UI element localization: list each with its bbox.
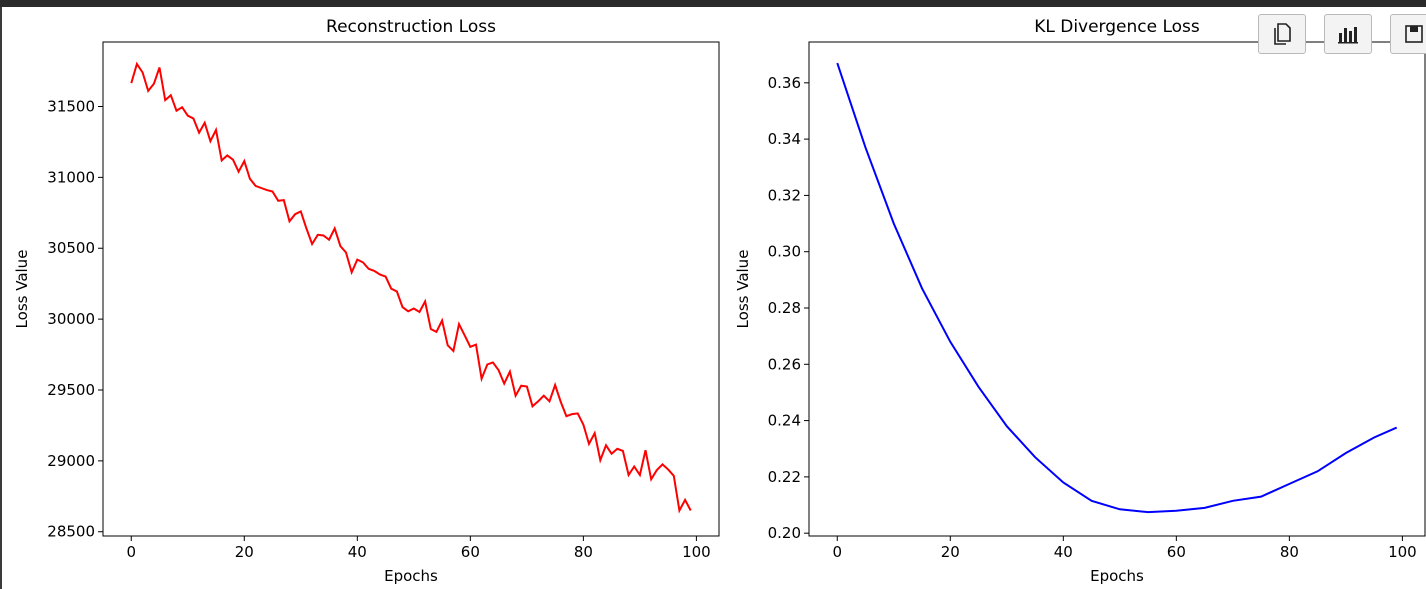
bar-chart-icon <box>1338 27 1358 44</box>
kl-y-tick-label: 0.28 <box>768 299 801 317</box>
reconstruction-x-tick-label: 40 <box>348 543 367 561</box>
reconstruction-y-tick-label: 31500 <box>47 97 95 115</box>
reconstruction-x-tick-label: 100 <box>682 543 711 561</box>
copy-button[interactable] <box>1258 14 1306 54</box>
chart-view-button[interactable] <box>1324 14 1372 54</box>
reconstruction-loss-subplot: Reconstruction Loss Epochs Loss Value 0 2… <box>13 17 720 585</box>
kl-divergence-subplot: KL Divergence Loss Epochs Loss Value 0 20… <box>734 17 1426 585</box>
reconstruction-ylabel: Loss Value <box>13 250 31 329</box>
reconstruction-y-tick-label: 29500 <box>47 381 95 399</box>
reconstruction-y-ticks: 28500 29000 29500 30000 30500 31000 31500 <box>47 97 103 541</box>
kl-y-tick-label: 0.24 <box>768 412 801 430</box>
kl-x-tick-label: 60 <box>1167 543 1186 561</box>
kl-x-ticks: 0 20 40 60 80 100 <box>832 536 1417 561</box>
reconstruction-y-tick-label: 28500 <box>47 523 95 541</box>
kl-title: KL Divergence Loss <box>1034 17 1200 37</box>
kl-y-ticks: 0.20 0.22 0.24 0.26 0.28 0.30 0.32 0.34 0.36 <box>768 74 809 542</box>
save-icon <box>1405 25 1423 43</box>
save-button[interactable] <box>1390 14 1426 54</box>
reconstruction-x-tick-label: 0 <box>126 543 136 561</box>
copy-icon <box>1274 23 1291 45</box>
reconstruction-x-tick-label: 20 <box>235 543 254 561</box>
kl-y-tick-label: 0.30 <box>768 243 801 261</box>
reconstruction-x-ticks: 0 20 40 60 80 100 <box>126 536 711 561</box>
kl-x-tick-label: 0 <box>832 543 842 561</box>
window-left-edge <box>0 7 2 589</box>
kl-x-tick-label: 100 <box>1388 543 1417 561</box>
kl-y-tick-label: 0.36 <box>768 74 801 92</box>
kl-y-tick-label: 0.32 <box>768 186 801 204</box>
reconstruction-y-tick-label: 29000 <box>47 452 95 470</box>
reconstruction-x-tick-label: 80 <box>574 543 593 561</box>
kl-divergence-line <box>836 62 1398 514</box>
kl-xlabel: Epochs <box>1090 567 1144 585</box>
window-top-bar <box>0 0 1426 7</box>
reconstruction-xlabel: Epochs <box>384 567 438 585</box>
kl-y-tick-label: 0.34 <box>768 130 801 148</box>
kl-y-tick-label: 0.22 <box>768 468 801 486</box>
reconstruction-axes-frame <box>102 41 720 537</box>
kl-y-tick-label: 0.26 <box>768 355 801 373</box>
reconstruction-y-tick-label: 30000 <box>47 310 95 328</box>
reconstruction-y-tick-label: 30500 <box>47 239 95 257</box>
kl-x-tick-label: 40 <box>1054 543 1073 561</box>
reconstruction-title: Reconstruction Loss <box>326 17 496 37</box>
kl-y-tick-label: 0.20 <box>768 524 801 542</box>
reconstruction-y-tick-label: 31000 <box>47 168 95 186</box>
kl-x-tick-label: 80 <box>1280 543 1299 561</box>
kl-ylabel: Loss Value <box>734 250 752 329</box>
reconstruction-x-tick-label: 60 <box>461 543 480 561</box>
kl-axes-frame <box>808 41 1426 537</box>
reconstruction-loss-line <box>130 61 692 514</box>
kl-x-tick-label: 20 <box>941 543 960 561</box>
